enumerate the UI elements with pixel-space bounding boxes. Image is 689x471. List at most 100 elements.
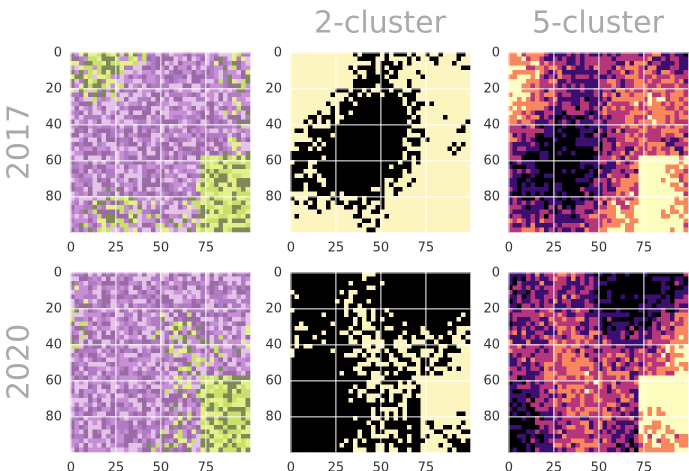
pixel — [594, 102, 599, 107]
pixel — [353, 156, 358, 161]
y-tick-label: 80 — [483, 189, 500, 204]
pixel — [549, 210, 554, 215]
pixel — [544, 223, 549, 228]
pixel — [567, 102, 572, 107]
pixel — [210, 120, 215, 125]
pixel — [535, 93, 540, 98]
pixel — [322, 214, 327, 219]
pixel — [544, 93, 549, 98]
pixel — [567, 183, 572, 188]
pixel — [517, 61, 522, 66]
pixel — [448, 169, 453, 174]
pixel — [79, 120, 84, 125]
pixel — [228, 205, 233, 210]
pixel — [652, 183, 657, 188]
pixel — [344, 142, 349, 147]
pixel — [214, 61, 219, 66]
pixel — [589, 201, 594, 206]
pixel — [308, 178, 313, 183]
pixel — [214, 138, 219, 143]
pixel — [362, 93, 367, 98]
pixel — [210, 151, 215, 156]
pixel — [603, 169, 608, 174]
pixel — [151, 156, 156, 161]
pixel — [670, 223, 675, 228]
pixel — [75, 61, 80, 66]
pixel — [567, 165, 572, 170]
pixel — [111, 133, 116, 138]
pixel — [639, 192, 644, 197]
pixel — [228, 281, 233, 286]
pixel — [607, 142, 612, 147]
pixel — [246, 174, 251, 179]
pixel — [567, 187, 572, 192]
pixel — [634, 106, 639, 111]
pixel — [84, 57, 89, 62]
pixel — [295, 205, 300, 210]
pixel — [625, 61, 630, 66]
pixel — [648, 138, 653, 143]
pixel — [344, 187, 349, 192]
pixel — [353, 129, 358, 134]
pixel — [75, 228, 80, 233]
pixel — [648, 192, 653, 197]
pixel — [461, 120, 466, 125]
pixel — [353, 75, 358, 80]
pixel — [241, 205, 246, 210]
pixel — [517, 57, 522, 62]
pixel — [340, 187, 345, 192]
pixel — [237, 277, 242, 282]
pixel — [353, 142, 358, 147]
pixel — [670, 111, 675, 116]
pixel — [621, 57, 626, 62]
pixel — [299, 156, 304, 161]
pixel — [571, 79, 576, 84]
pixel — [246, 277, 251, 282]
pixel — [295, 129, 300, 134]
pixel — [353, 174, 358, 179]
pixel — [88, 147, 93, 152]
pixel — [75, 70, 80, 75]
pixel — [567, 151, 572, 156]
pixel — [466, 102, 471, 107]
pixel — [684, 70, 689, 75]
pixel — [612, 61, 617, 66]
pixel — [120, 138, 125, 143]
pixel — [237, 219, 242, 224]
pixel — [576, 57, 581, 62]
pixel — [562, 61, 567, 66]
pixel — [129, 133, 134, 138]
pixel — [84, 210, 89, 215]
pixel — [187, 192, 192, 197]
pixel — [580, 192, 585, 197]
pixel — [187, 84, 192, 89]
pixel — [151, 66, 156, 71]
pixel — [299, 61, 304, 66]
pixel — [558, 210, 563, 215]
pixel — [246, 210, 251, 215]
pixel — [88, 129, 93, 134]
pixel — [97, 97, 102, 102]
pixel — [513, 129, 518, 134]
pixel — [544, 106, 549, 111]
pixel — [540, 61, 545, 66]
pixel — [295, 57, 300, 62]
pixel — [412, 183, 417, 188]
pixel — [461, 57, 466, 62]
pixel — [304, 70, 309, 75]
pixel — [192, 187, 197, 192]
pixel — [84, 174, 89, 179]
pixel — [684, 142, 689, 147]
pixel — [567, 214, 572, 219]
pixel — [214, 97, 219, 102]
pixel — [210, 214, 215, 219]
pixel — [439, 205, 444, 210]
pixel — [308, 187, 313, 192]
pixel — [84, 183, 89, 188]
pixel — [589, 174, 594, 179]
pixel — [398, 106, 403, 111]
pixel — [661, 223, 666, 228]
pixel — [237, 106, 242, 111]
pixel — [331, 156, 336, 161]
pixel — [313, 75, 318, 80]
